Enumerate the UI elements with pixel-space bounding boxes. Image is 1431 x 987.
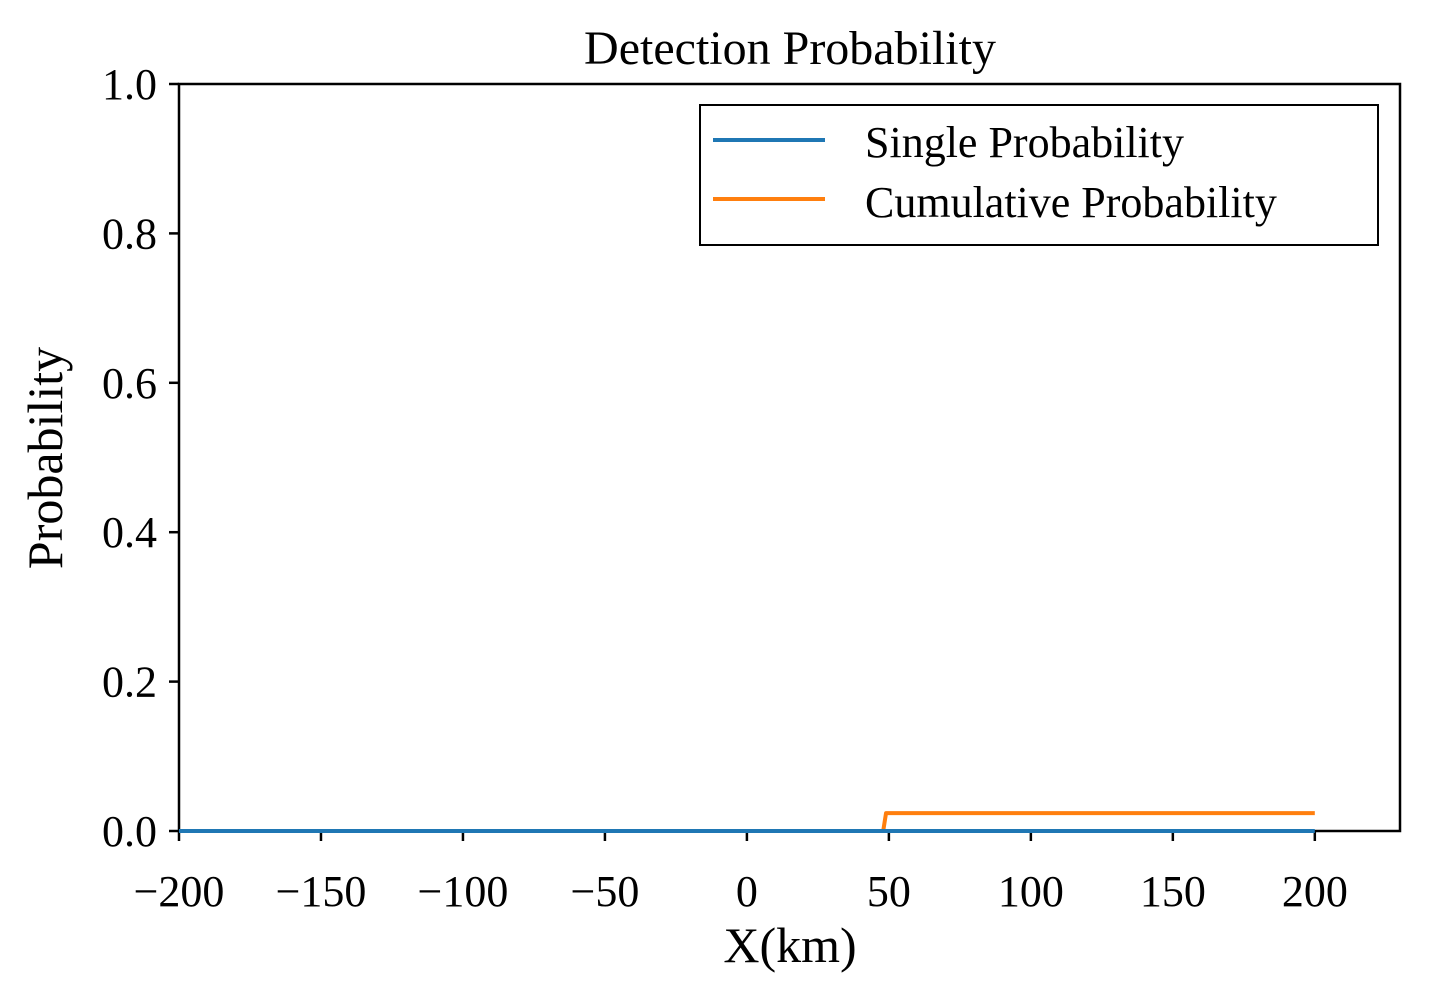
- chart-title: Detection Probability: [584, 22, 996, 75]
- y-axis: 0.0 0.2 0.4 0.6 0.8 1.0: [102, 60, 179, 856]
- y-tick-label: 0.6: [102, 359, 157, 408]
- x-tick-label: −50: [571, 867, 640, 916]
- y-axis-title: Probability: [17, 347, 73, 569]
- y-tick-label: 0.4: [102, 508, 157, 557]
- y-tick-label: 0.0: [102, 807, 157, 856]
- x-tick-label: 150: [1140, 867, 1206, 916]
- series-line-cumulative-probability: [179, 811, 1315, 833]
- series-lines: [179, 811, 1315, 833]
- x-tick-label: 100: [998, 867, 1064, 916]
- x-tick-label: −150: [276, 867, 367, 916]
- legend-label-cumulative-probability: Cumulative Probability: [865, 178, 1277, 227]
- x-tick-label: −100: [418, 867, 509, 916]
- y-tick-label: 0.2: [102, 658, 157, 707]
- y-tick-label: 0.8: [102, 209, 157, 258]
- x-axis-title: X(km): [723, 917, 856, 973]
- legend: Single Probability Cumulative Probabilit…: [699, 104, 1379, 246]
- legend-label-single-probability: Single Probability: [865, 118, 1184, 167]
- x-tick-label: −200: [134, 867, 225, 916]
- x-axis: −200 −150 −100 −50 0 50 100 150 200: [134, 831, 1348, 916]
- x-tick-label: 0: [736, 867, 758, 916]
- legend-box: [699, 104, 1379, 246]
- x-tick-label: 50: [867, 867, 911, 916]
- y-tick-label: 1.0: [102, 60, 157, 109]
- x-tick-label: 200: [1282, 867, 1348, 916]
